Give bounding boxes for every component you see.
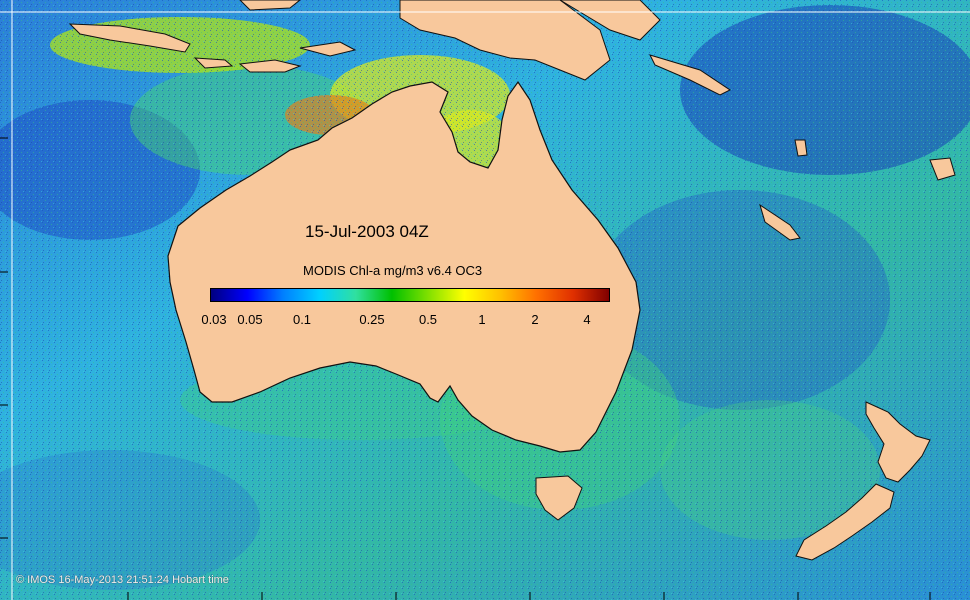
colorbar-tick: 0.03 [201,312,227,327]
land-tasmania [535,475,583,521]
land-new-zealand-north [865,401,931,483]
colorbar-tick: 0.25 [359,312,385,327]
land-new-guinea [559,0,661,41]
land-australia [167,80,641,453]
land-new-guinea [399,0,611,81]
land-pacific-island [759,203,801,241]
colorbar-tick: 1 [478,312,486,327]
land-indonesia [238,59,302,73]
land-pacific-island [794,139,808,157]
colorbar [210,288,610,302]
land-new-zealand-south [795,483,895,561]
land-pacific-island [929,157,956,181]
map-date-title: 15-Jul-2003 04Z [305,222,429,241]
colorbar-tick: 0.05 [237,312,263,327]
colorbar-label: MODIS Chl-a mg/m3 v6.4 OC3 [303,263,483,278]
colorbar-tick: 4 [583,312,591,327]
land-indonesia [299,41,357,57]
land-indonesia [239,0,301,11]
colorbar-tick: 0.1 [292,312,312,327]
colorbar-tick: 0.5 [418,312,438,327]
colorbar-tick: 2 [531,312,539,327]
credit-text: © IMOS 16-May-2013 21:51:24 Hobart time [16,574,229,586]
land-indonesia [193,57,234,69]
land-pacific-island [649,54,731,96]
land-indonesia [68,23,191,53]
